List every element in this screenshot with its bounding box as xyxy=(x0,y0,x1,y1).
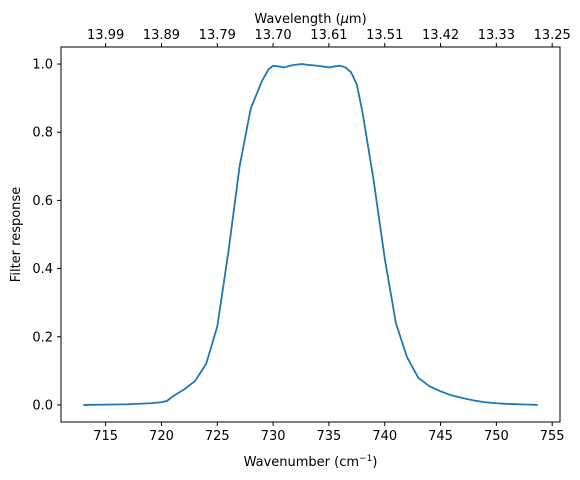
top-x-tick-label: 13.79 xyxy=(199,28,236,43)
plot-area-frame xyxy=(60,46,561,423)
x-tick-label: 755 xyxy=(540,429,565,444)
top-x-tick-label: 13.42 xyxy=(422,28,459,43)
y-tick-label: 0.4 xyxy=(32,262,53,277)
x-tick-label: 730 xyxy=(261,429,286,444)
top-x-tick-label: 13.25 xyxy=(534,28,571,43)
filter-response-line xyxy=(83,63,538,406)
x-tick-label: 720 xyxy=(149,429,174,444)
x-tick-label: 740 xyxy=(372,429,397,444)
y-axis-title: Filter response xyxy=(9,187,24,282)
top-x-tick-label: 13.51 xyxy=(366,28,403,43)
y-tick-label: 1.0 xyxy=(32,58,53,73)
y-tick-label: 0.8 xyxy=(32,126,53,141)
top-x-axis-title: Wavelength (μm) xyxy=(254,12,366,27)
x-tick-label: 715 xyxy=(93,429,118,444)
x-tick-label: 750 xyxy=(484,429,509,444)
top-x-tick-label: 13.61 xyxy=(310,28,347,43)
x-tick-label: 745 xyxy=(428,429,453,444)
top-x-tick-label: 13.70 xyxy=(254,28,291,43)
top-x-tick-label: 13.99 xyxy=(87,28,124,43)
x-tick-label: 725 xyxy=(205,429,230,444)
y-tick-label: 0.6 xyxy=(32,194,53,209)
x-tick-label: 735 xyxy=(317,429,342,444)
y-tick-label: 0.0 xyxy=(32,398,53,413)
x-axis-title: Wavenumber (cm−1) xyxy=(244,454,378,470)
top-x-tick-label: 13.33 xyxy=(478,28,515,43)
y-tick-label: 0.2 xyxy=(32,330,53,345)
top-x-tick-label: 13.89 xyxy=(143,28,180,43)
